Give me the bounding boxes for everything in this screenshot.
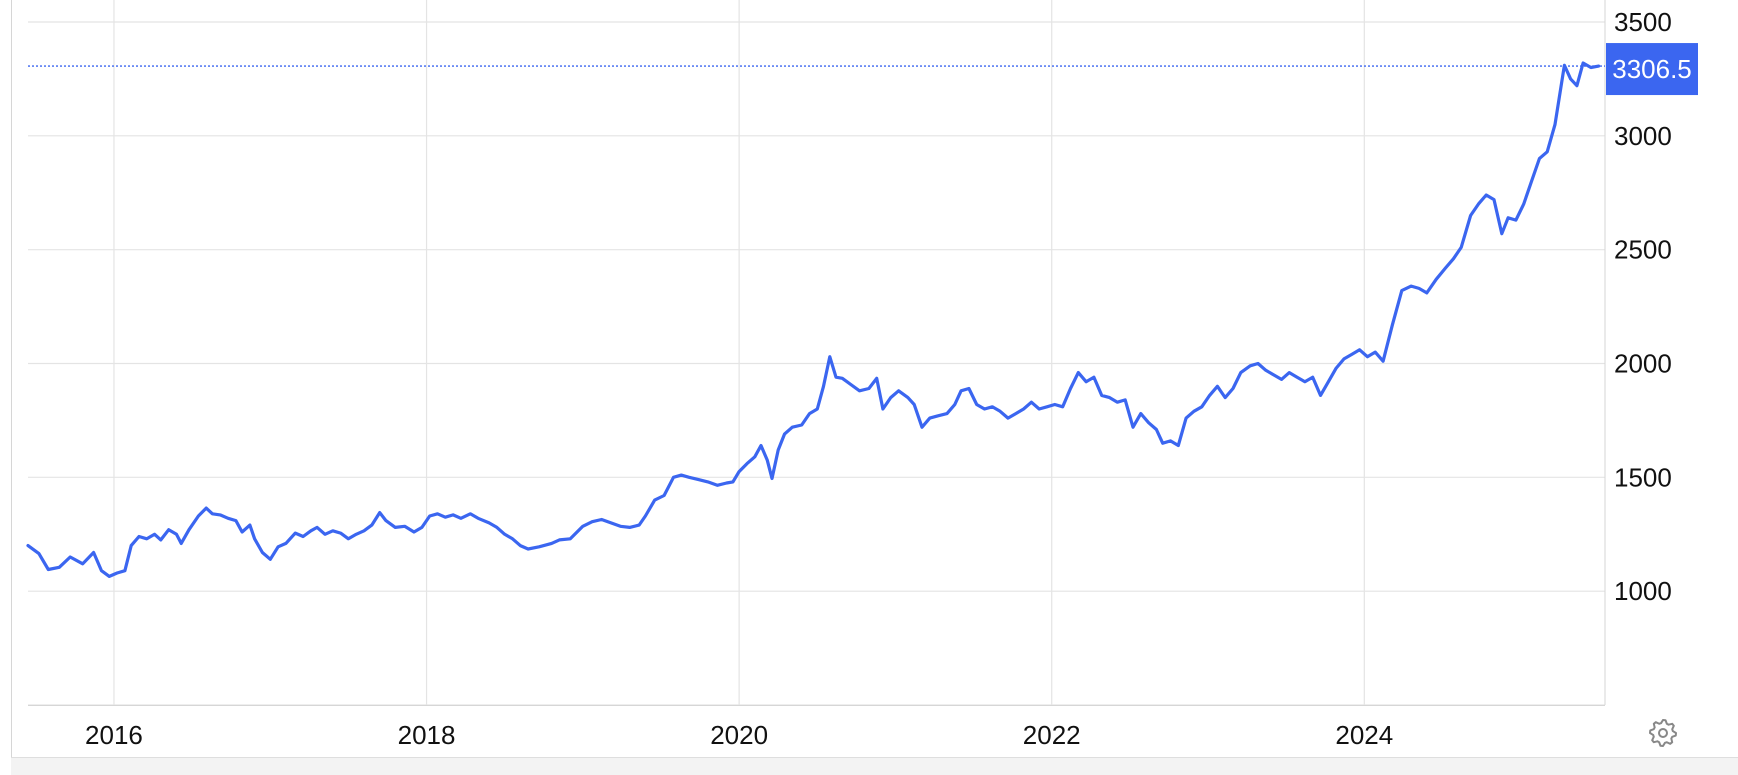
axis-frame: [11, 0, 1606, 774]
y-tick-label: 3000: [1614, 121, 1672, 151]
last-value-badge: [1606, 43, 1698, 96]
last-value-marker: 3306.5: [28, 43, 1698, 96]
series-layer: [26, 61, 1601, 578]
y-tick-label: 2000: [1614, 349, 1672, 379]
y-tick-label: 3500: [1614, 7, 1672, 37]
gear-icon: [1649, 719, 1677, 747]
last-value-label: 3306.5: [1612, 54, 1692, 84]
bottom-toolbar-strip: [11, 757, 1738, 775]
y-tick-label: 2500: [1614, 235, 1672, 265]
gear-outline: [1649, 719, 1677, 747]
x-tick-label: 2024: [1335, 720, 1393, 750]
x-tick-label: 2022: [1023, 720, 1081, 750]
x-tick-label: 2016: [85, 720, 143, 750]
grid-lines: [28, 0, 1605, 706]
axis-labels: 1000 1500 2000 2500 3000 3500 2016 2018 2020 2022…: [85, 7, 1672, 750]
x-tick-label: 2020: [710, 720, 768, 750]
price-series-line: [26, 61, 1601, 578]
y-tick-label: 1000: [1614, 576, 1672, 606]
settings-button[interactable]: [1643, 713, 1683, 753]
x-tick-label: 2018: [398, 720, 456, 750]
y-tick-label: 1500: [1614, 462, 1672, 492]
